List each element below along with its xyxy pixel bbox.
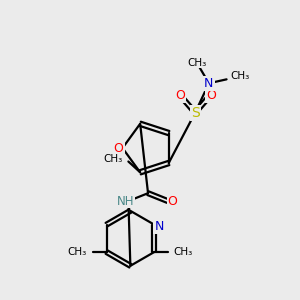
Text: O: O: [114, 142, 124, 154]
Text: CH₃: CH₃: [230, 71, 250, 81]
Text: NH: NH: [117, 194, 134, 208]
Text: O: O: [168, 194, 178, 208]
Text: O: O: [176, 88, 185, 101]
Text: CH₃: CH₃: [188, 58, 207, 68]
Text: CH₃: CH₃: [68, 247, 87, 257]
Text: CH₃: CH₃: [174, 247, 193, 257]
Text: N: N: [154, 220, 164, 233]
Text: S: S: [191, 106, 200, 120]
Text: N: N: [204, 77, 214, 90]
Text: CH₃: CH₃: [103, 154, 122, 164]
Text: O: O: [206, 88, 216, 101]
